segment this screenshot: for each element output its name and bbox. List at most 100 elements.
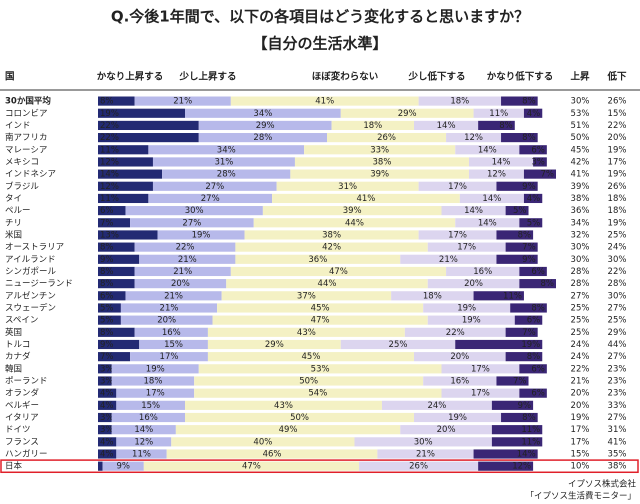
bar-segment <box>381 400 492 410</box>
value-label: 5% <box>100 316 114 326</box>
total-value: 30% <box>571 97 590 107</box>
value-label: 12% <box>100 157 119 167</box>
value-label: 8% <box>522 133 536 143</box>
bar-segment <box>148 193 273 204</box>
bar-segment <box>276 181 419 191</box>
bar-segment <box>505 206 529 216</box>
bar-segment <box>446 133 502 143</box>
total-value: 27% <box>608 352 627 362</box>
total-value: 20% <box>571 389 590 399</box>
value-label: 27% <box>205 182 224 192</box>
total-value: 24% <box>571 340 590 350</box>
bar-segment <box>98 96 135 106</box>
bar-segment <box>294 157 469 167</box>
value-label: 26% <box>409 462 428 472</box>
value-label: 21% <box>164 291 183 301</box>
bar-segment <box>455 339 543 350</box>
value-label: 18% <box>363 121 382 131</box>
value-label: 3% <box>100 413 114 423</box>
value-label: 12% <box>487 170 506 180</box>
value-label: 20% <box>171 279 190 289</box>
bar-segment <box>473 291 524 301</box>
value-label: 31% <box>214 157 233 167</box>
bar-segment <box>519 266 547 277</box>
bar-segment <box>98 449 117 459</box>
total-value: 17% <box>571 425 590 435</box>
bar-segment <box>98 364 112 374</box>
value-label: 11% <box>100 145 119 155</box>
total-value: 22% <box>608 267 627 277</box>
total-value: 23% <box>608 364 627 374</box>
category-header: 国 <box>5 72 15 83</box>
value-label: 20% <box>437 425 456 435</box>
bar-segment <box>98 425 112 435</box>
value-label: 28% <box>217 170 236 180</box>
bar-segment <box>455 218 520 228</box>
bar-segment <box>111 364 199 374</box>
bar-segment <box>230 266 447 277</box>
total-value: 41% <box>571 170 590 180</box>
bar-segment <box>166 449 378 459</box>
value-label: 7% <box>100 352 114 362</box>
value-label: 12% <box>134 437 153 447</box>
bar-segment <box>120 303 218 313</box>
bar-segment <box>427 242 506 252</box>
legend-label: かなり上昇する <box>97 71 164 83</box>
value-label: 25% <box>389 340 408 350</box>
total-value: 38% <box>571 194 590 204</box>
bar-segment <box>468 157 534 167</box>
total-value: 30% <box>608 291 627 301</box>
value-label: 28% <box>253 133 272 143</box>
bar-segment <box>505 242 538 252</box>
value-label: 9% <box>522 182 536 192</box>
bar-segment <box>446 266 520 277</box>
legend-label: 少し上昇する <box>178 71 236 83</box>
value-label: 3% <box>100 364 114 374</box>
value-label: 21% <box>178 255 197 265</box>
value-label: 12% <box>100 182 119 192</box>
value-label: 14% <box>464 206 483 216</box>
bar-segment <box>148 145 305 155</box>
value-label: 12% <box>512 462 531 472</box>
bar-segment <box>111 412 186 423</box>
value-label: 8% <box>522 97 536 107</box>
total-value: 27% <box>571 291 590 301</box>
total-value: 25% <box>571 328 590 338</box>
bar-segment <box>441 364 520 374</box>
bar-segment <box>473 108 524 118</box>
value-label: 19% <box>192 230 211 240</box>
category-label: オーストラリア <box>5 243 64 253</box>
value-label: 47% <box>329 267 348 277</box>
value-label: 8% <box>100 279 114 289</box>
value-label: 4% <box>100 437 114 447</box>
total-value: 19% <box>608 170 627 180</box>
bar-segment <box>198 364 442 374</box>
value-label: 6% <box>100 291 114 301</box>
value-label: 45% <box>302 352 321 362</box>
value-label: 6% <box>531 389 545 399</box>
legend-label: 少し低下する <box>407 71 465 83</box>
value-label: 26% <box>377 133 396 143</box>
total-value: 19% <box>608 145 627 155</box>
bar-segment <box>98 133 199 143</box>
value-label: 46% <box>263 450 282 460</box>
bar-segment <box>272 193 460 204</box>
total-value: 25% <box>608 316 627 326</box>
value-label: 4% <box>527 109 541 119</box>
bar-segment <box>152 181 277 191</box>
value-label: 15% <box>164 340 183 350</box>
category-label: 日本 <box>5 461 23 472</box>
value-label: 5% <box>513 206 527 216</box>
value-label: 13% <box>100 230 119 240</box>
bar-segment <box>98 388 117 398</box>
category-label: スペイン <box>5 316 38 326</box>
bar-segment <box>414 412 502 423</box>
total-value: 30% <box>571 255 590 265</box>
total-value: 23% <box>608 376 627 386</box>
bar-segment <box>354 437 492 447</box>
total-value: 25% <box>608 230 627 240</box>
value-label: 16% <box>473 267 492 277</box>
bar-segment <box>377 449 474 459</box>
total-value: 31% <box>608 425 627 435</box>
category-label: 英国 <box>5 327 22 338</box>
